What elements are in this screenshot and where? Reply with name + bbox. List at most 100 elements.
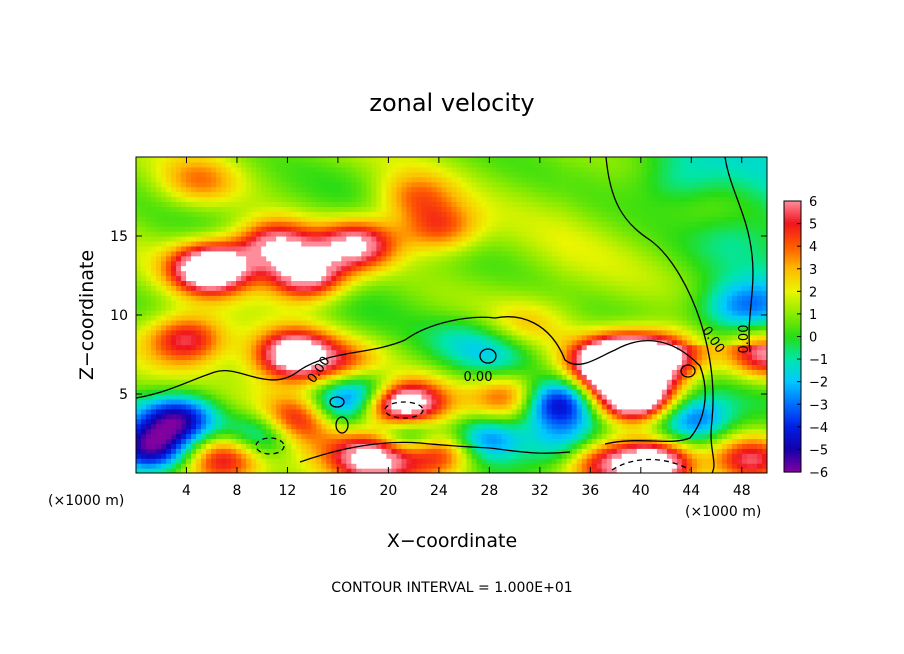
heatmap-cell [281,364,287,370]
heatmap-cell [416,468,423,473]
heatmap-cell [516,221,523,227]
heatmap-cell [331,344,337,351]
heatmap-cell [386,166,393,173]
heatmap-cell [176,359,182,365]
heatmap-cell [271,245,277,252]
heatmap-cell [176,171,182,178]
heatmap-cell [241,364,247,370]
heatmap-cell [206,191,212,198]
heatmap-cell [456,211,463,217]
heatmap-cell [151,389,157,395]
heatmap-cell [316,468,322,473]
heatmap-cell [481,305,488,311]
heatmap-cell [266,265,272,272]
heatmap-cell [251,384,257,390]
heatmap-cell [191,285,197,291]
heatmap-cell [486,463,493,469]
heatmap-cell [406,428,413,435]
heatmap-cell [166,231,172,237]
heatmap-cell [426,211,433,217]
heatmap-cell [206,349,212,356]
heatmap-cell [341,300,347,306]
heatmap-cell [171,349,177,356]
heatmap-cell [456,463,463,469]
heatmap-cell [281,468,287,473]
heatmap-cell [381,221,387,227]
heatmap-cell [511,186,518,193]
heatmap-cell [301,433,307,440]
heatmap-cell [241,300,247,306]
heatmap-cell [481,221,488,227]
heatmap-cell [216,221,222,227]
heatmap-cell [521,216,528,222]
heatmap-cell [406,166,413,173]
heatmap-cell [411,364,418,370]
heatmap-cell [436,285,443,291]
heatmap-cell [476,275,483,282]
heatmap-cell [331,334,337,341]
heatmap-cell [286,166,292,173]
heatmap-cell [276,448,282,454]
heatmap-cell [306,344,312,351]
heatmap-cell [461,418,468,425]
heatmap-cell [516,339,523,346]
heatmap-cell [236,216,242,222]
heatmap-cell [211,231,217,237]
heatmap-cell [231,443,237,449]
heatmap-cell [431,468,438,473]
heatmap-cell [406,359,413,365]
heatmap-cell [246,231,252,237]
heatmap-cell [426,468,433,473]
heatmap-cell [191,265,197,272]
heatmap-cell [486,211,493,217]
heatmap-cell [491,240,498,247]
heatmap-cell [391,300,398,306]
heatmap-cell [466,458,473,464]
heatmap-cell [401,245,408,252]
heatmap-cell [281,255,287,262]
heatmap-cell [376,433,382,440]
heatmap-cell [306,285,312,291]
heatmap-cell [376,359,382,365]
heatmap-cell [421,408,428,415]
heatmap-cell [151,201,157,207]
heatmap-cell [401,339,408,346]
heatmap-cell [371,206,377,212]
heatmap-cell [231,344,237,351]
heatmap-cell [456,216,463,222]
heatmap-cell [411,398,418,405]
heatmap-cell [506,344,513,351]
heatmap-cell [386,280,393,286]
heatmap-cell [211,290,217,296]
heatmap-cell [156,270,162,277]
heatmap-cell [181,438,187,444]
heatmap-cell [286,176,292,183]
heatmap-cell [286,359,292,365]
heatmap-cell [466,324,473,331]
heatmap-cell [406,443,413,449]
heatmap-cell [306,319,312,326]
heatmap-cell [176,240,182,247]
heatmap-cell [326,329,332,336]
heatmap-cell [186,305,192,311]
heatmap-cell [221,176,227,183]
heatmap-cell [326,250,332,257]
heatmap-cell [451,339,458,346]
heatmap-cell [366,166,372,173]
heatmap-cell [381,418,387,425]
heatmap-cell [441,166,448,173]
heatmap-cell [196,310,202,316]
heatmap-cell [321,329,327,336]
heatmap-cell [411,260,418,267]
heatmap-cell [346,285,352,291]
heatmap-cell [511,394,518,400]
heatmap-cell [191,250,197,257]
heatmap-cell [516,260,523,267]
heatmap-cell [216,443,222,449]
heatmap-cell [251,349,257,356]
heatmap-cell [356,201,362,207]
heatmap-cell [496,403,503,410]
heatmap-cell [276,176,282,183]
heatmap-cell [196,364,202,370]
heatmap-cell [346,315,352,321]
